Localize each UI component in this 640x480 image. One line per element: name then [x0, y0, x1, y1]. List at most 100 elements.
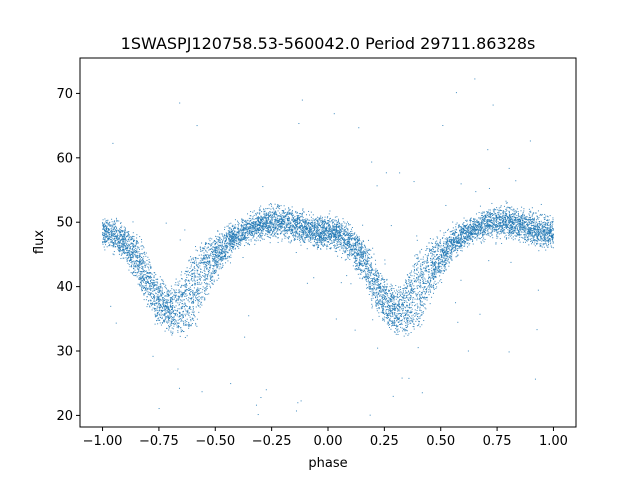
data-point — [170, 285, 172, 287]
data-point — [525, 240, 527, 242]
data-point — [219, 252, 221, 254]
data-point — [359, 250, 361, 252]
data-point — [201, 258, 203, 260]
data-point — [402, 299, 404, 301]
data-point — [470, 220, 472, 222]
data-point — [447, 237, 449, 239]
data-point — [371, 277, 373, 279]
data-point — [276, 219, 278, 221]
data-point — [414, 313, 416, 314]
data-point — [234, 219, 236, 221]
data-point — [491, 232, 493, 234]
data-point — [219, 244, 221, 246]
data-point — [177, 325, 179, 327]
data-point — [551, 229, 553, 231]
data-point — [280, 218, 282, 220]
data-point — [271, 220, 273, 222]
data-point — [137, 255, 139, 257]
data-point — [304, 236, 306, 238]
data-point — [279, 205, 281, 207]
data-point — [435, 241, 437, 243]
data-point — [241, 225, 243, 227]
data-point — [123, 238, 125, 240]
data-point — [353, 237, 355, 239]
data-point — [513, 229, 515, 231]
data-point — [377, 284, 379, 286]
data-point — [191, 284, 193, 286]
data-point — [362, 257, 364, 259]
data-point — [331, 232, 333, 234]
data-point — [250, 222, 252, 224]
data-point — [161, 291, 163, 293]
data-point — [168, 302, 170, 304]
data-point — [358, 253, 360, 255]
data-point — [205, 273, 207, 275]
data-point — [482, 221, 484, 223]
data-point — [442, 245, 444, 247]
data-point — [191, 258, 193, 260]
data-point — [335, 245, 337, 247]
data-point — [510, 225, 512, 227]
data-point — [329, 233, 331, 235]
data-point — [446, 254, 448, 256]
data-point — [508, 167, 510, 169]
data-point — [432, 274, 434, 276]
data-point — [518, 216, 520, 218]
data-point — [484, 229, 486, 231]
data-point — [126, 250, 128, 252]
data-point — [133, 266, 135, 267]
data-point — [382, 294, 384, 296]
data-point — [167, 294, 169, 296]
data-point — [282, 227, 284, 229]
data-point — [255, 214, 257, 216]
data-point — [113, 229, 115, 231]
data-point — [526, 224, 527, 226]
data-point — [395, 324, 397, 326]
data-point — [195, 322, 197, 324]
data-point — [305, 226, 307, 228]
data-point — [288, 210, 290, 212]
data-point — [547, 245, 549, 247]
data-point — [421, 304, 423, 306]
data-point — [335, 247, 337, 249]
data-point — [484, 229, 486, 231]
data-point — [170, 332, 172, 334]
data-point — [451, 259, 453, 261]
data-point — [136, 242, 138, 244]
data-point — [169, 310, 171, 312]
data-point — [333, 236, 335, 238]
data-point — [336, 243, 338, 245]
data-point — [438, 267, 440, 269]
data-point — [266, 214, 268, 216]
data-point — [460, 236, 462, 238]
data-point — [410, 285, 412, 287]
data-point — [197, 290, 199, 292]
data-point — [131, 266, 133, 268]
data-point — [135, 250, 137, 252]
data-point — [110, 242, 112, 244]
data-point — [352, 265, 354, 267]
data-point — [488, 226, 490, 228]
data-point — [302, 209, 304, 211]
data-point — [423, 288, 425, 290]
data-point — [466, 229, 468, 231]
data-point — [323, 226, 325, 228]
data-point — [288, 213, 290, 215]
data-point — [406, 310, 408, 312]
data-point — [503, 211, 505, 213]
data-point — [408, 279, 410, 281]
data-point — [204, 262, 206, 264]
data-point — [423, 291, 425, 293]
data-point — [262, 226, 264, 228]
data-point — [382, 295, 384, 297]
data-point — [235, 236, 237, 238]
data-point — [186, 279, 187, 281]
data-point — [473, 225, 475, 227]
data-point — [467, 239, 469, 241]
data-point — [200, 288, 202, 290]
data-point — [146, 279, 148, 281]
data-point — [460, 230, 462, 232]
data-point — [234, 239, 236, 241]
data-point — [182, 292, 184, 294]
data-point — [324, 227, 326, 229]
